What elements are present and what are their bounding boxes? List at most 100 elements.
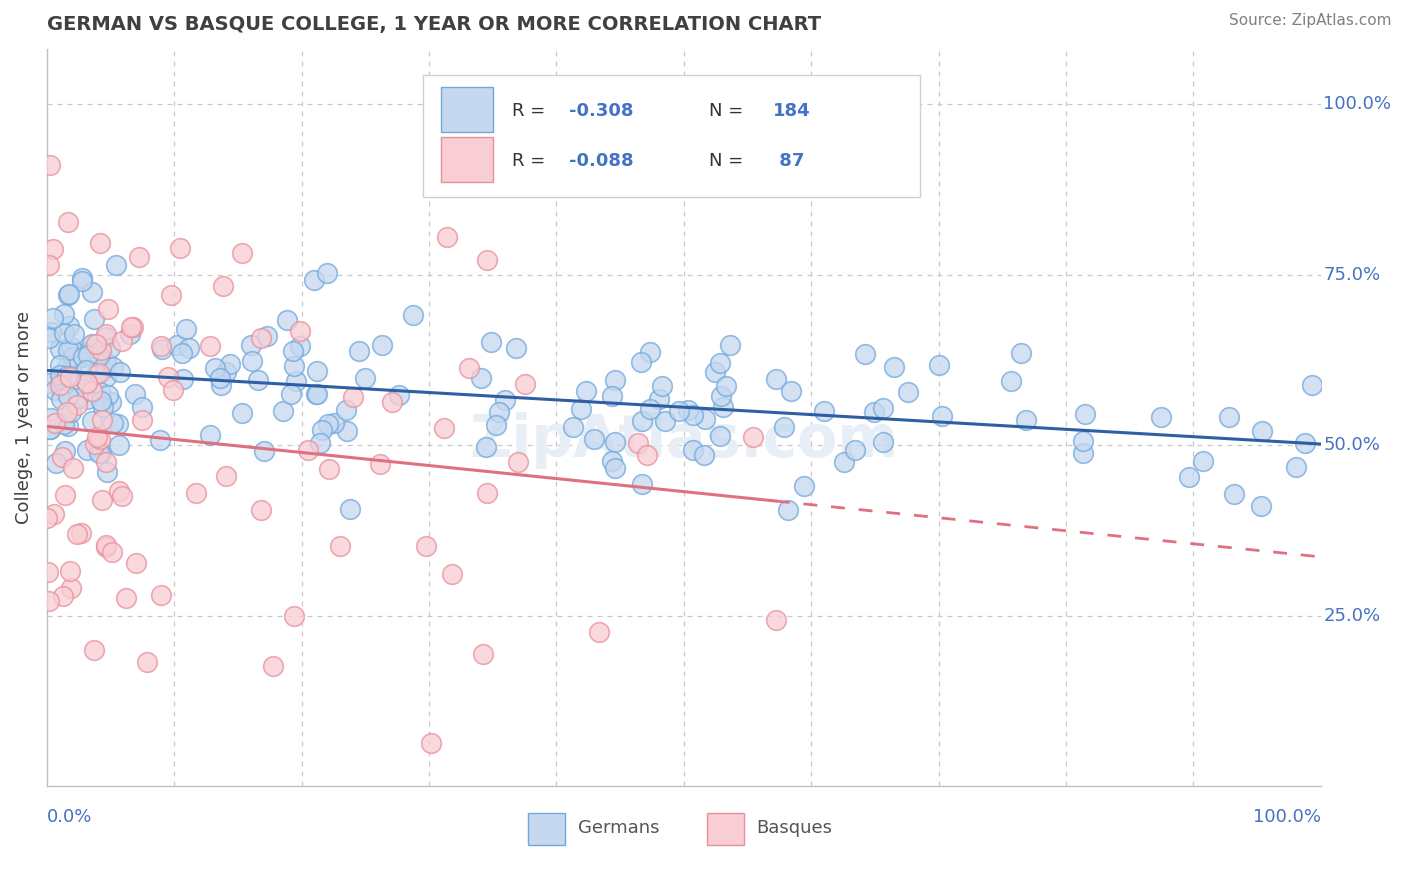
Text: 100.0%: 100.0% [1253,808,1320,827]
Point [51,450,73,465]
Point [1223,487,1246,501]
Point [475,486,498,500]
Point [714,379,737,393]
Point [87,366,110,380]
Point [281,343,304,358]
Point [249,331,271,345]
Point [215,469,238,483]
Point [709,429,731,443]
Point [156,369,179,384]
Point [636,448,658,462]
Point [354,371,377,385]
Point [58,318,80,333]
Text: 75.0%: 75.0% [1323,266,1381,284]
Point [710,389,733,403]
Point [713,401,735,415]
Point [215,365,238,379]
Point [96,538,118,552]
Point [231,406,253,420]
Point [108,483,131,498]
Point [94,326,117,341]
FancyBboxPatch shape [440,87,492,131]
Point [59,564,82,578]
Point [53,488,76,502]
Point [883,360,905,375]
Point [198,339,221,353]
Point [305,364,328,378]
Point [97,301,120,316]
Point [80,336,103,351]
Text: 50.0%: 50.0% [1323,436,1381,454]
Point [63,327,86,342]
Point [682,408,704,422]
Point [204,361,226,376]
Point [488,404,510,418]
Point [778,502,800,516]
Point [93,401,115,415]
Point [94,355,117,369]
Point [70,274,93,288]
Point [575,384,598,398]
Point [583,432,606,446]
Point [692,448,714,462]
Text: R =: R = [512,153,551,170]
FancyBboxPatch shape [440,136,492,182]
Point [84,437,107,451]
Point [86,430,108,444]
Point [209,371,232,385]
Point [336,424,359,438]
Point [339,501,361,516]
Point [682,443,704,458]
Point [780,384,803,398]
Point [67,391,90,405]
Point [103,417,125,431]
Point [485,418,508,433]
Point [651,378,673,392]
Point [231,246,253,260]
Point [420,736,443,750]
Point [150,342,173,356]
Point [107,417,129,431]
Text: 25.0%: 25.0% [1323,607,1381,624]
Point [84,336,107,351]
Point [38,258,60,272]
Point [103,359,125,374]
Point [62,356,84,370]
Point [741,430,763,444]
Point [371,337,394,351]
Point [89,384,111,399]
Point [256,328,278,343]
Point [307,387,329,401]
Point [630,355,652,369]
Point [239,338,262,352]
Point [471,648,494,662]
Point [128,250,150,264]
Point [89,235,111,250]
Point [280,386,302,401]
Point [76,392,98,407]
Point [853,347,876,361]
Point [381,395,404,409]
Point [832,455,855,469]
Point [60,405,83,419]
Text: 0.0%: 0.0% [46,808,93,827]
Point [59,370,82,384]
Point [53,326,76,340]
FancyBboxPatch shape [529,813,565,846]
Point [571,401,593,416]
Point [96,465,118,479]
Point [198,428,221,442]
Point [62,461,84,475]
Point [863,405,886,419]
Point [316,417,339,431]
Point [150,339,173,353]
Point [166,338,188,352]
Point [120,320,142,334]
Point [1218,409,1240,424]
Point [219,357,242,371]
Point [108,438,131,452]
Point [1251,425,1274,439]
Point [45,457,67,471]
Point [276,312,298,326]
Point [283,359,305,373]
